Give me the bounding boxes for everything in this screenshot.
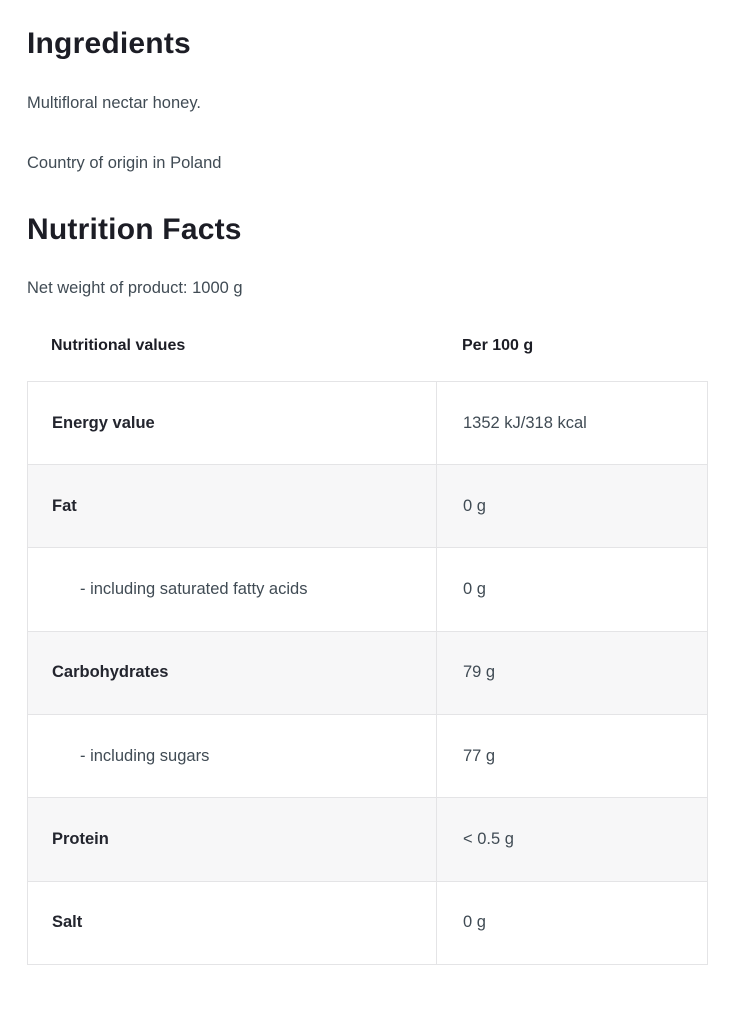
ingredients-description: Multifloral nectar honey. xyxy=(27,93,201,112)
nutrient-label: Energy value xyxy=(28,381,437,465)
column-header-per-100g: Per 100 g xyxy=(462,336,534,354)
table-row: Energy value 1352 kJ/318 kcal xyxy=(28,381,707,466)
table-row: Salt 0 g xyxy=(28,881,707,965)
product-details-page: Ingredients Multifloral nectar honey. Co… xyxy=(27,27,708,965)
table-row: Protein < 0.5 g xyxy=(28,798,707,882)
nutrient-label: - including sugars xyxy=(28,715,437,798)
table-row: Carbohydrates 79 g xyxy=(28,631,707,716)
nutrient-value: 77 g xyxy=(463,746,496,765)
column-header-nutritional-values: Nutritional values xyxy=(51,336,186,354)
nutrient-value: 0 g xyxy=(463,580,486,599)
ingredients-heading: Ingredients xyxy=(27,27,191,60)
table-row: - including sugars 77 g xyxy=(28,715,707,799)
table-row: Fat 0 g xyxy=(28,465,707,549)
nutrient-value: 0 g xyxy=(463,913,486,932)
nutrient-value: 79 g xyxy=(463,663,496,682)
nutrient-value: 0 g xyxy=(463,496,486,515)
net-weight: Net weight of product: 1000 g xyxy=(27,279,243,298)
nutrient-label: Salt xyxy=(28,881,437,964)
nutrient-label: Protein xyxy=(28,798,437,881)
nutrition-facts-heading: Nutrition Facts xyxy=(27,212,242,246)
country-of-origin: Country of origin in Poland xyxy=(27,154,222,173)
nutrient-label: Carbohydrates xyxy=(28,631,437,715)
table-row: - including saturated fatty acids 0 g xyxy=(28,548,707,632)
nutrition-table: Energy value 1352 kJ/318 kcal Fat 0 g - … xyxy=(27,380,708,965)
nutrient-label: - including saturated fatty acids xyxy=(28,548,437,631)
nutrient-label: Fat xyxy=(28,465,437,548)
nutrient-value: < 0.5 g xyxy=(463,830,514,848)
nutrient-value: 1352 kJ/318 kcal xyxy=(463,413,587,432)
nutrition-table-header: Nutritional values Per 100 g xyxy=(27,337,708,355)
